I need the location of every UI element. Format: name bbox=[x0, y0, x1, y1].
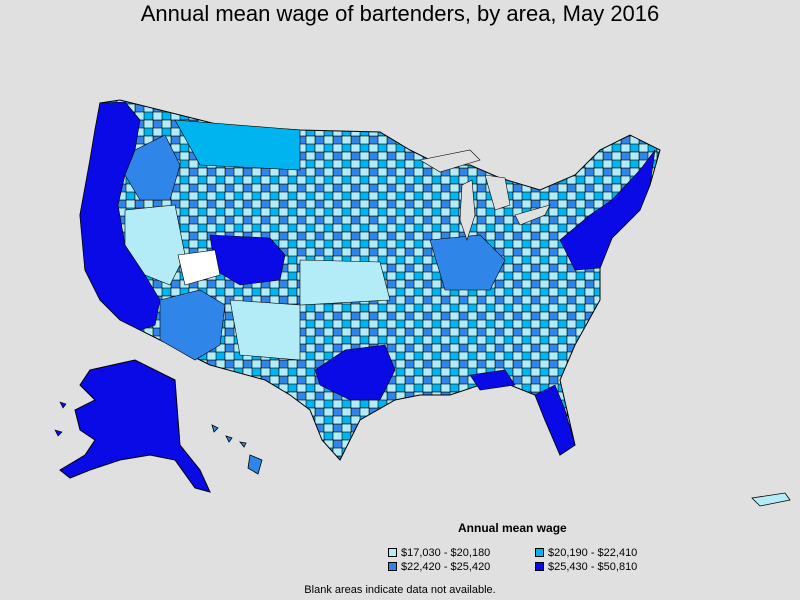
legend-label-1: $17,030 - $20,180 bbox=[401, 546, 491, 559]
texas-high-region bbox=[314, 344, 396, 401]
florida-high-region bbox=[534, 384, 576, 456]
legend-swatch-1 bbox=[388, 548, 397, 557]
legend-item-2: $20,190 - $22,410 bbox=[535, 546, 637, 559]
legend-item-3: $22,420 - $25,420 bbox=[388, 560, 490, 573]
arizona-medium-region bbox=[159, 289, 226, 361]
lake-huron bbox=[484, 174, 511, 211]
alaska-islands bbox=[54, 401, 67, 437]
midwest-medium-region bbox=[429, 234, 506, 291]
legend-swatch-3 bbox=[388, 562, 397, 571]
mountain-light-region bbox=[229, 299, 301, 361]
legend-swatch-2 bbox=[535, 548, 544, 557]
no-data-region bbox=[177, 249, 221, 286]
lake-michigan bbox=[459, 179, 476, 241]
idaho-oregon-medium-region bbox=[124, 134, 181, 201]
legend-item-1: $17,030 - $20,180 bbox=[388, 546, 490, 559]
footnote: Blank areas indicate data not available. bbox=[304, 584, 496, 596]
montana-cyan-region bbox=[174, 119, 301, 171]
lake-erie bbox=[514, 204, 551, 226]
alaska-shape bbox=[59, 359, 211, 493]
nevada-light-region bbox=[124, 204, 186, 286]
northeast-high-region bbox=[559, 149, 656, 271]
legend-label-2: $20,190 - $22,410 bbox=[548, 546, 638, 559]
legend-label-4: $25,430 - $50,810 bbox=[548, 560, 638, 573]
legend-title: Annual mean wage bbox=[458, 521, 567, 535]
map-title: Annual mean wage of bartenders, by area,… bbox=[140, 1, 660, 26]
lake-superior bbox=[419, 149, 481, 173]
legend-item-4: $25,430 - $50,810 bbox=[535, 560, 637, 573]
hawaii-shape bbox=[211, 424, 263, 475]
legend-swatch-4 bbox=[535, 562, 544, 571]
pacific-coast-high-region bbox=[79, 101, 161, 331]
gulf-coast-high-region bbox=[469, 369, 516, 391]
puerto-rico-shape bbox=[751, 492, 791, 507]
legend-label-3: $22,420 - $25,420 bbox=[401, 560, 491, 573]
plains-light-region bbox=[299, 259, 391, 306]
